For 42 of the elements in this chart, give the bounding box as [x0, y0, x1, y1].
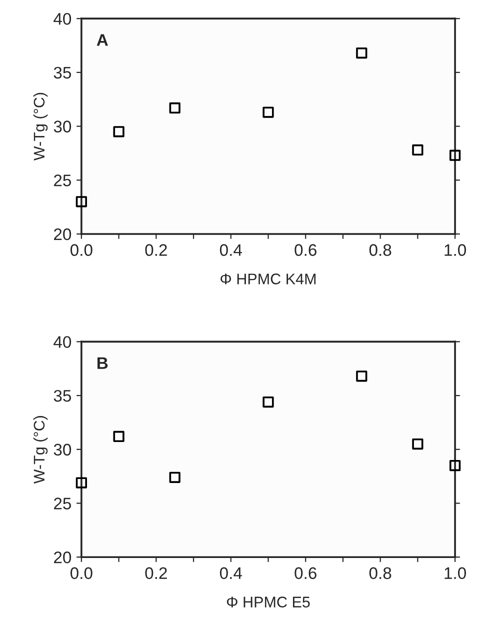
annotation: A	[96, 34, 108, 46]
x-tick-label: 0.4	[220, 244, 242, 256]
x-tick-label: 1.0	[444, 244, 466, 256]
y-tick-label: 25	[54, 498, 72, 510]
point	[113, 126, 124, 138]
x-tick-label: 0.0	[70, 244, 92, 256]
x-tick-label: 0.6	[294, 567, 316, 580]
point	[356, 47, 368, 59]
point	[76, 477, 87, 488]
point	[76, 196, 87, 208]
point	[262, 106, 274, 118]
point	[449, 460, 461, 472]
x-tick-label: 0.6	[294, 244, 316, 256]
y-tick-label: 35	[54, 66, 72, 79]
x-tick-label: 0.2	[145, 244, 167, 256]
y-tick-label: 20	[54, 552, 72, 564]
y-tick-label: 40	[54, 336, 72, 348]
x-tick-label: 0.8	[369, 567, 392, 580]
point	[412, 144, 424, 156]
x-tick-label: 0.2	[145, 567, 167, 580]
y-tick-label: 25	[54, 174, 72, 186]
x-axis-title: Φ HPMC E5	[226, 596, 310, 608]
annotation: B	[97, 357, 108, 369]
y-tick-label: 20	[54, 228, 72, 240]
point	[356, 370, 368, 382]
point	[169, 472, 180, 483]
point	[412, 438, 424, 450]
x-tick-label: 0.4	[220, 567, 242, 580]
point	[449, 150, 461, 161]
y-tick-label: 30	[54, 444, 72, 456]
x-tick-label: 0.0	[70, 567, 92, 580]
y-axis-title: W-Tg (°C)	[33, 92, 48, 161]
y-tick-label: 35	[54, 390, 72, 402]
point	[262, 396, 274, 408]
x-axis-title: Φ HPMC K4M	[220, 274, 316, 284]
x-tick-label: 1.0	[444, 567, 466, 580]
point	[113, 430, 124, 442]
point	[169, 102, 180, 114]
x-tick-label: 0.8	[369, 244, 392, 256]
y-tick-label: 30	[54, 120, 72, 132]
y-axis-title: W-Tg (°C)	[33, 416, 48, 484]
y-tick-label: 40	[54, 12, 72, 25]
